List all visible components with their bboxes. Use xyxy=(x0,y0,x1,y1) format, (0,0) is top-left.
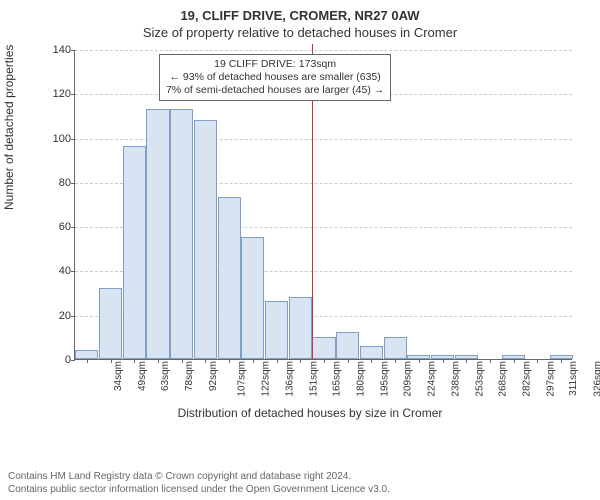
x-tick-mark xyxy=(348,359,349,363)
x-tick-mark xyxy=(158,359,159,363)
x-tick-mark xyxy=(490,359,491,363)
chart-bar xyxy=(146,109,169,359)
y-tick-mark xyxy=(71,360,75,361)
x-tick-label: 151sqm xyxy=(308,361,319,397)
x-tick-mark xyxy=(324,359,325,363)
x-tick-label: 34sqm xyxy=(113,361,124,391)
chart-container: 02040608010012014034sqm49sqm63sqm78sqm92… xyxy=(40,44,580,424)
chart-bar xyxy=(99,288,122,359)
x-tick-label: 238sqm xyxy=(450,361,461,397)
y-tick-mark xyxy=(71,139,75,140)
x-tick-mark xyxy=(514,359,515,363)
callout-line-2: ← 93% of detached houses are smaller (63… xyxy=(166,71,384,84)
footer-line-1: Contains HM Land Registry data © Crown c… xyxy=(8,471,390,484)
page-subtitle: Size of property relative to detached ho… xyxy=(0,23,600,44)
x-tick-label: 224sqm xyxy=(427,361,438,397)
x-tick-mark xyxy=(182,359,183,363)
x-tick-label: 165sqm xyxy=(332,361,343,397)
x-tick-mark xyxy=(561,359,562,363)
x-tick-mark xyxy=(371,359,372,363)
x-tick-mark xyxy=(277,359,278,363)
chart-gridline xyxy=(75,50,572,51)
x-tick-mark xyxy=(134,359,135,363)
callout-line-3: 7% of semi-detached houses are larger (4… xyxy=(166,84,384,97)
chart-bar xyxy=(289,297,312,359)
chart-bar xyxy=(194,120,217,359)
x-tick-label: 326sqm xyxy=(593,361,600,397)
x-tick-mark xyxy=(205,359,206,363)
x-tick-mark xyxy=(466,359,467,363)
x-tick-label: 180sqm xyxy=(356,361,367,397)
chart-plot-area: 02040608010012014034sqm49sqm63sqm78sqm92… xyxy=(74,50,572,360)
x-tick-label: 253sqm xyxy=(474,361,485,397)
x-tick-mark xyxy=(395,359,396,363)
chart-bar xyxy=(312,337,335,359)
x-tick-label: 209sqm xyxy=(403,361,414,397)
x-tick-label: 49sqm xyxy=(137,361,148,391)
y-tick-mark xyxy=(71,271,75,272)
x-tick-mark xyxy=(111,359,112,363)
x-tick-label: 63sqm xyxy=(160,361,171,391)
chart-bar xyxy=(123,146,146,359)
x-tick-label: 195sqm xyxy=(379,361,390,397)
x-tick-mark xyxy=(87,359,88,363)
chart-bar xyxy=(265,301,288,359)
x-tick-label: 107sqm xyxy=(237,361,248,397)
x-axis-label: Distribution of detached houses by size … xyxy=(40,406,580,420)
x-tick-label: 297sqm xyxy=(545,361,556,397)
x-tick-label: 268sqm xyxy=(498,361,509,397)
x-tick-mark xyxy=(419,359,420,363)
y-tick-mark xyxy=(71,227,75,228)
y-tick-mark xyxy=(71,183,75,184)
chart-callout: 19 CLIFF DRIVE: 173sqm ← 93% of detached… xyxy=(159,54,391,101)
x-tick-mark xyxy=(537,359,538,363)
x-tick-mark xyxy=(229,359,230,363)
page-title: 19, CLIFF DRIVE, CROMER, NR27 0AW xyxy=(0,0,600,23)
chart-bar xyxy=(241,237,264,359)
y-tick-mark xyxy=(71,94,75,95)
callout-line-1: 19 CLIFF DRIVE: 173sqm xyxy=(166,58,384,71)
x-tick-label: 282sqm xyxy=(522,361,533,397)
x-tick-mark xyxy=(300,359,301,363)
chart-bar xyxy=(384,337,407,359)
footer-attribution: Contains HM Land Registry data © Crown c… xyxy=(8,471,390,496)
chart-bar xyxy=(336,332,359,359)
y-axis-label: Number of detached properties xyxy=(2,45,16,210)
x-tick-label: 92sqm xyxy=(208,361,219,391)
x-tick-label: 136sqm xyxy=(284,361,295,397)
chart-bar xyxy=(218,197,241,359)
footer-line-2: Contains public sector information licen… xyxy=(8,484,390,497)
x-tick-mark xyxy=(253,359,254,363)
x-tick-label: 122sqm xyxy=(261,361,272,397)
y-tick-mark xyxy=(71,50,75,51)
x-tick-label: 311sqm xyxy=(568,361,579,396)
chart-bar xyxy=(360,346,383,359)
chart-bar xyxy=(170,109,193,359)
y-tick-mark xyxy=(71,316,75,317)
chart-bar xyxy=(75,350,98,359)
x-tick-label: 78sqm xyxy=(184,361,195,391)
x-tick-mark xyxy=(443,359,444,363)
